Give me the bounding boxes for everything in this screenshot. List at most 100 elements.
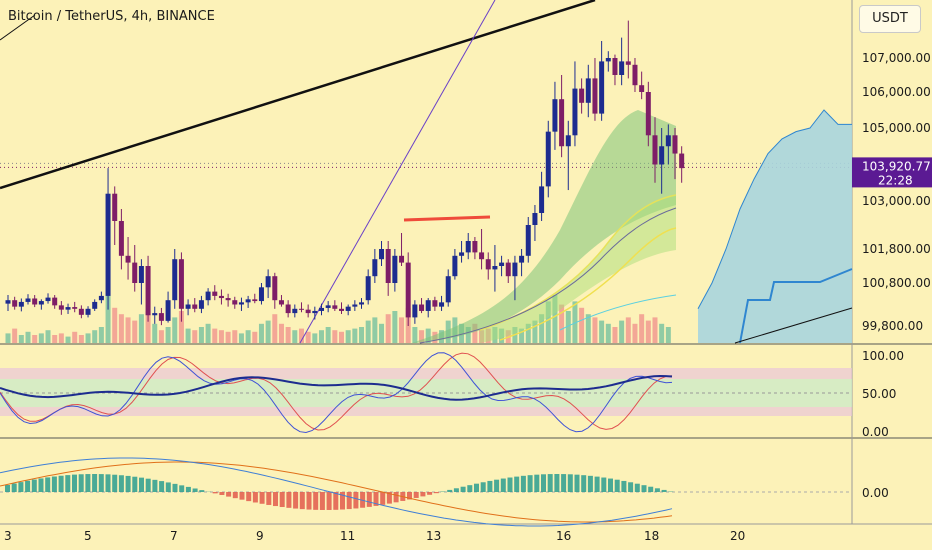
candle[interactable] [58,305,64,310]
candle[interactable] [605,58,611,62]
candle[interactable] [125,255,131,263]
candle[interactable] [432,300,438,307]
candle[interactable] [205,291,211,301]
candle[interactable] [425,300,431,311]
candle[interactable] [318,307,324,311]
candle[interactable] [599,61,605,114]
candle[interactable] [405,262,411,318]
candle[interactable] [639,85,645,92]
candle[interactable] [52,297,58,306]
candle[interactable] [32,298,38,305]
candle[interactable] [519,255,525,263]
candle[interactable] [78,308,84,315]
candle[interactable] [232,300,238,305]
candle[interactable] [465,241,471,253]
currency-button[interactable]: USDT [859,5,921,33]
candle[interactable] [152,313,158,316]
candle[interactable] [18,301,24,307]
candle[interactable] [565,135,571,147]
candle[interactable] [572,88,578,136]
candle[interactable] [472,241,478,253]
candle[interactable] [238,302,244,305]
candle[interactable] [485,259,491,270]
candle[interactable] [298,308,304,310]
candle[interactable] [359,302,365,305]
candle[interactable] [332,305,338,309]
candle[interactable] [619,61,625,75]
candle[interactable] [185,304,191,309]
candle[interactable] [38,301,44,305]
candle[interactable] [12,300,18,307]
candle[interactable] [552,99,558,132]
candle[interactable] [272,276,278,301]
candle[interactable] [198,300,204,309]
candle[interactable] [245,299,251,303]
candle[interactable] [625,61,631,65]
candle[interactable] [512,262,518,277]
candle[interactable] [178,259,184,309]
candle[interactable] [292,308,298,314]
candle[interactable] [65,307,71,310]
candle[interactable] [545,131,551,187]
candle[interactable] [672,135,678,154]
candle[interactable] [305,309,311,314]
candle[interactable] [98,295,104,301]
candle[interactable] [172,259,178,301]
candle[interactable] [459,252,465,256]
candle[interactable] [45,297,51,302]
candle[interactable] [585,78,591,103]
candle[interactable] [158,313,164,321]
candle[interactable] [118,221,124,256]
candle[interactable] [479,252,485,260]
candle[interactable] [132,262,138,283]
candle[interactable] [659,146,665,165]
candle[interactable] [365,276,371,301]
candle[interactable] [25,298,31,302]
candle[interactable] [265,276,271,288]
candle[interactable] [652,135,658,165]
candle[interactable] [385,249,391,283]
candle[interactable] [5,300,11,304]
candle[interactable] [392,255,398,283]
candle[interactable] [145,266,151,316]
candle[interactable] [372,259,378,277]
candle[interactable] [665,135,671,147]
candle[interactable] [559,99,565,147]
candle[interactable] [192,304,198,309]
candle[interactable] [285,304,291,314]
candle[interactable] [345,306,351,311]
candle[interactable] [525,225,531,256]
candle[interactable] [312,310,318,314]
candle[interactable] [212,291,218,296]
candle[interactable] [138,266,144,283]
candle[interactable] [612,58,618,75]
candle[interactable] [399,255,405,263]
candle[interactable] [452,255,458,277]
candle[interactable] [258,287,264,302]
candle[interactable] [379,249,385,260]
candle[interactable] [419,304,425,311]
candle[interactable] [225,298,231,301]
candle[interactable] [579,88,585,103]
candle[interactable] [439,302,445,307]
candle[interactable] [445,276,451,303]
candle[interactable] [532,213,538,225]
candle[interactable] [492,266,498,270]
candle[interactable] [505,262,511,277]
candle[interactable] [278,300,284,305]
candle[interactable] [632,64,638,86]
candle[interactable] [325,305,331,308]
candle[interactable] [92,301,98,309]
candle[interactable] [165,300,171,321]
candle[interactable] [499,262,505,266]
candle[interactable] [539,186,545,213]
candle[interactable] [339,308,344,311]
candle[interactable] [679,153,685,169]
candle[interactable] [252,299,258,302]
candle[interactable] [412,304,418,318]
candle[interactable] [72,307,78,309]
candle[interactable] [85,308,91,315]
candle[interactable] [105,193,111,296]
